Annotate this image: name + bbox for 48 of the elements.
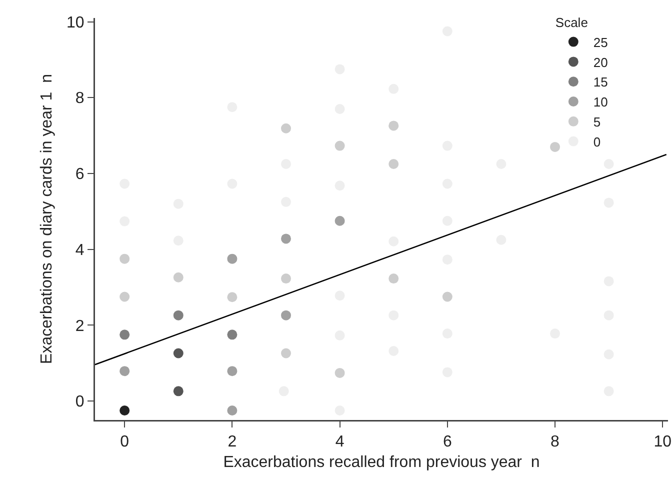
point	[227, 254, 238, 264]
x-tick-label: 2	[228, 434, 237, 451]
x-tick-label: 8	[550, 434, 560, 451]
point	[227, 406, 238, 416]
point	[281, 123, 291, 134]
point	[388, 120, 399, 131]
y-axis-title: Exacerbations on diary cards in year 1 n	[38, 74, 56, 364]
x-tick-label: 4	[335, 434, 344, 451]
point	[550, 142, 560, 152]
point	[334, 368, 345, 378]
legend-label: 0	[593, 134, 601, 150]
legend-label: 25	[593, 34, 608, 50]
x-axis-title: Exacerbations recalled from previous year n	[223, 454, 540, 472]
point	[334, 140, 345, 151]
y-tick-label: 0	[75, 394, 84, 411]
point	[334, 216, 345, 226]
point	[120, 254, 130, 264]
legend-label: 5	[593, 114, 601, 130]
point	[173, 386, 184, 396]
y-tick-label: 6	[75, 166, 84, 184]
point	[173, 310, 184, 320]
legend-title: Scale	[555, 14, 588, 30]
y-tick-label: 10	[66, 14, 84, 32]
point	[281, 274, 291, 284]
point	[120, 366, 130, 376]
point	[281, 310, 291, 320]
point	[281, 234, 291, 244]
point	[442, 292, 452, 302]
point	[120, 292, 130, 302]
point	[281, 348, 291, 358]
point	[227, 330, 238, 340]
point	[173, 272, 184, 282]
y-tick-label: 4	[75, 242, 84, 259]
legend-label: 15	[593, 74, 608, 90]
legend-label: 10	[593, 94, 608, 110]
point	[120, 406, 130, 416]
legend-label: 20	[593, 54, 608, 70]
point	[173, 348, 184, 358]
x-tick-label: 10	[654, 434, 672, 451]
point	[227, 292, 238, 302]
point	[227, 366, 238, 376]
x-tick-label: 0	[120, 434, 130, 451]
point	[388, 159, 399, 170]
y-tick-label: 2	[75, 318, 84, 335]
x-tick-label: 6	[442, 434, 452, 451]
point	[388, 274, 399, 284]
y-tick-label: 8	[75, 90, 84, 108]
point	[120, 330, 130, 340]
